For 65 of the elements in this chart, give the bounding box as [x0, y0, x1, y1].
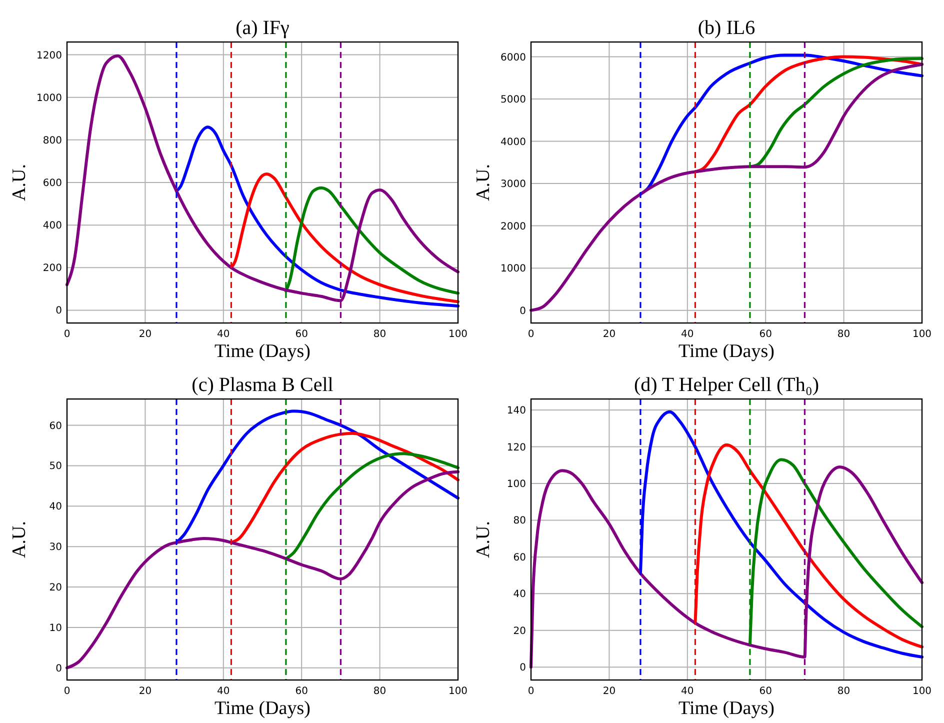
y-tick-label: 5000 — [500, 94, 526, 106]
x-tick-label: 20 — [602, 329, 616, 340]
x-tick-label: 100 — [912, 329, 932, 340]
x-tick-label: 80 — [373, 329, 386, 340]
y-tick-label: 50 — [49, 461, 62, 472]
y-tick-label: 2000 — [500, 221, 526, 232]
x-tick-label: 100 — [448, 686, 468, 697]
y-tick-label: 1000 — [36, 92, 62, 104]
x-axis-title: Time (Days) — [214, 698, 310, 719]
y-tick-label: 20 — [513, 626, 526, 637]
x-tick-label: 60 — [295, 686, 308, 697]
chart-title: (a) IFγ — [236, 17, 290, 39]
x-tick-label: 40 — [217, 329, 230, 340]
x-tick-label: 80 — [837, 686, 850, 697]
y-tick-label: 140 — [506, 406, 526, 417]
y-tick-label: 80 — [513, 516, 526, 527]
x-axis-title: Time (Days) — [214, 341, 310, 362]
chart-title: (b) IL6 — [698, 17, 756, 39]
x-tick-label: 0 — [528, 329, 534, 340]
y-tick-label: 60 — [49, 420, 62, 432]
y-tick-label: 60 — [513, 552, 526, 564]
x-tick-label: 100 — [912, 686, 932, 697]
x-tick-label: 20 — [602, 686, 616, 697]
y-tick-label: 6000 — [500, 52, 526, 64]
x-tick-label: 80 — [373, 686, 386, 697]
y-tick-label: 200 — [42, 263, 62, 274]
chart-title: (d) T Helper Cell (Th₀) — [634, 374, 820, 396]
y-tick-label: 4000 — [500, 136, 526, 148]
y-tick-label: 10 — [49, 622, 62, 634]
x-tick-label: 80 — [837, 329, 850, 340]
y-axis-title: A.U. — [9, 521, 30, 558]
x-axis-title: Time (Days) — [678, 698, 774, 719]
y-tick-label: 0 — [56, 663, 62, 674]
y-tick-label: 600 — [42, 178, 62, 189]
y-tick-label: 40 — [49, 502, 62, 513]
y-tick-label: 120 — [506, 442, 526, 454]
y-tick-label: 100 — [506, 478, 526, 490]
x-tick-label: 20 — [138, 686, 152, 697]
y-tick-label: 40 — [513, 589, 526, 600]
x-tick-label: 40 — [217, 686, 230, 697]
y-tick-label: 1200 — [36, 50, 62, 62]
x-tick-label: 0 — [64, 686, 70, 697]
x-tick-label: 0 — [64, 329, 70, 340]
x-tick-label: 60 — [759, 686, 772, 697]
y-tick-label: 3000 — [500, 179, 526, 190]
chart-title: (c) Plasma B Cell — [192, 374, 334, 396]
x-axis-title: Time (Days) — [678, 341, 774, 362]
y-tick-label: 0 — [520, 662, 526, 674]
x-tick-label: 40 — [681, 329, 694, 340]
x-tick-label: 60 — [759, 329, 772, 340]
y-axis-title: A.U. — [473, 521, 494, 558]
x-tick-label: 0 — [528, 686, 534, 697]
y-axis-title: A.U. — [9, 164, 30, 201]
y-axis-title: A.U. — [473, 164, 494, 201]
x-tick-label: 100 — [448, 329, 468, 340]
x-tick-label: 60 — [295, 329, 308, 340]
y-tick-label: 30 — [49, 542, 62, 554]
x-tick-label: 40 — [681, 686, 694, 697]
x-tick-label: 20 — [138, 329, 152, 340]
y-tick-label: 1000 — [500, 264, 526, 275]
y-tick-label: 0 — [56, 306, 62, 317]
y-tick-label: 0 — [520, 306, 526, 317]
y-tick-label: 800 — [42, 135, 62, 146]
y-tick-label: 400 — [42, 220, 62, 232]
y-tick-label: 20 — [49, 582, 62, 594]
